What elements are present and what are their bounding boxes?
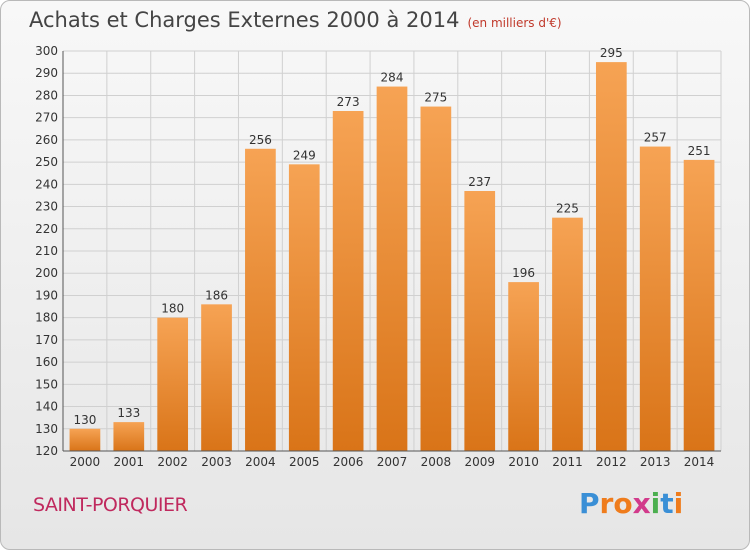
y-tick-label: 120	[35, 444, 58, 458]
data-label: 251	[688, 144, 711, 158]
x-tick-label: 2011	[552, 455, 583, 469]
bar	[245, 148, 276, 451]
y-tick-label: 230	[35, 200, 58, 214]
y-tick-label: 300	[35, 44, 58, 58]
bar	[376, 86, 408, 452]
y-tick-label: 270	[35, 111, 58, 125]
x-tick-label: 2014	[684, 455, 715, 469]
y-tick-label: 240	[35, 177, 58, 191]
bar	[639, 146, 671, 452]
x-tick-label: 2003	[201, 455, 232, 469]
x-tick-label: 2010	[508, 455, 539, 469]
data-label: 237	[468, 175, 491, 189]
data-label: 273	[337, 95, 360, 109]
data-label: 133	[117, 406, 140, 420]
bar	[288, 164, 320, 452]
logo-letter: i	[673, 487, 684, 520]
logo-letter: i	[650, 487, 661, 520]
data-label: 275	[424, 91, 447, 105]
chart-title: Achats et Charges Externes 2000 à 2014 (e…	[29, 8, 562, 32]
x-tick-label: 2008	[421, 455, 452, 469]
bar	[113, 422, 145, 451]
bar	[595, 62, 627, 451]
data-label: 256	[249, 133, 272, 147]
data-label: 249	[293, 148, 316, 162]
proxiti-logo: Proxiti	[579, 487, 683, 520]
x-tick-label: 2005	[289, 455, 320, 469]
logo-letter: x	[632, 487, 651, 520]
bar-chart: 130 133 180 186 256 249 273 284 275 237 196 225 295 2…	[35, 44, 722, 469]
data-labels: 130 133 180 186 256 249 273 284 275 237 196 225 295 2…	[73, 46, 710, 427]
y-tick-label: 200	[35, 266, 58, 280]
x-tick-label: 2007	[377, 455, 408, 469]
data-label: 284	[381, 71, 404, 85]
bar	[420, 106, 452, 452]
x-tick-label: 2004	[245, 455, 276, 469]
town-name: SAINT-PORQUIER	[33, 494, 188, 516]
y-tick-label: 190	[35, 288, 58, 302]
y-tick-label: 150	[35, 377, 58, 391]
y-tick-label: 160	[35, 355, 58, 369]
y-tick-label: 180	[35, 311, 58, 325]
y-tick-label: 290	[35, 66, 58, 80]
y-tick-label: 220	[35, 222, 58, 236]
data-label: 186	[205, 288, 228, 302]
y-tick-label: 280	[35, 88, 58, 102]
x-tick-label: 2009	[464, 455, 495, 469]
y-tick-label: 250	[35, 155, 58, 169]
x-tick-label: 2012	[596, 455, 627, 469]
bar	[157, 317, 189, 451]
x-tick-label: 2001	[114, 455, 145, 469]
bar	[552, 217, 583, 451]
bars	[69, 62, 715, 452]
x-tick-label: 2000	[70, 455, 101, 469]
logo-letter: P	[579, 487, 600, 520]
data-label: 130	[73, 413, 96, 427]
chart-subtitle: (en milliers d'€)	[467, 16, 562, 30]
data-label: 257	[644, 131, 667, 145]
bar	[508, 282, 539, 451]
y-tick-label: 140	[35, 400, 58, 414]
axes: 120 130 140 150 160 170 180 190 200 210 220 230 240 2…	[35, 44, 721, 469]
bar	[683, 159, 715, 451]
data-label: 295	[600, 46, 623, 60]
data-label: 196	[512, 266, 535, 280]
data-label: 225	[556, 202, 579, 216]
bar	[201, 304, 232, 451]
y-tick-label: 210	[35, 244, 58, 258]
x-tick-label: 2002	[157, 455, 188, 469]
logo-letter: r	[599, 487, 614, 520]
y-tick-label: 170	[35, 333, 58, 347]
bar	[69, 428, 101, 451]
y-tick-label: 130	[35, 422, 58, 436]
logo-letter: o	[613, 487, 633, 520]
logo-letter: t	[660, 487, 674, 520]
x-tick-label: 2006	[333, 455, 364, 469]
x-tick-label: 2013	[640, 455, 671, 469]
bar	[464, 191, 496, 451]
y-tick-label: 260	[35, 133, 58, 147]
data-label: 180	[161, 302, 184, 316]
bar	[332, 111, 364, 451]
